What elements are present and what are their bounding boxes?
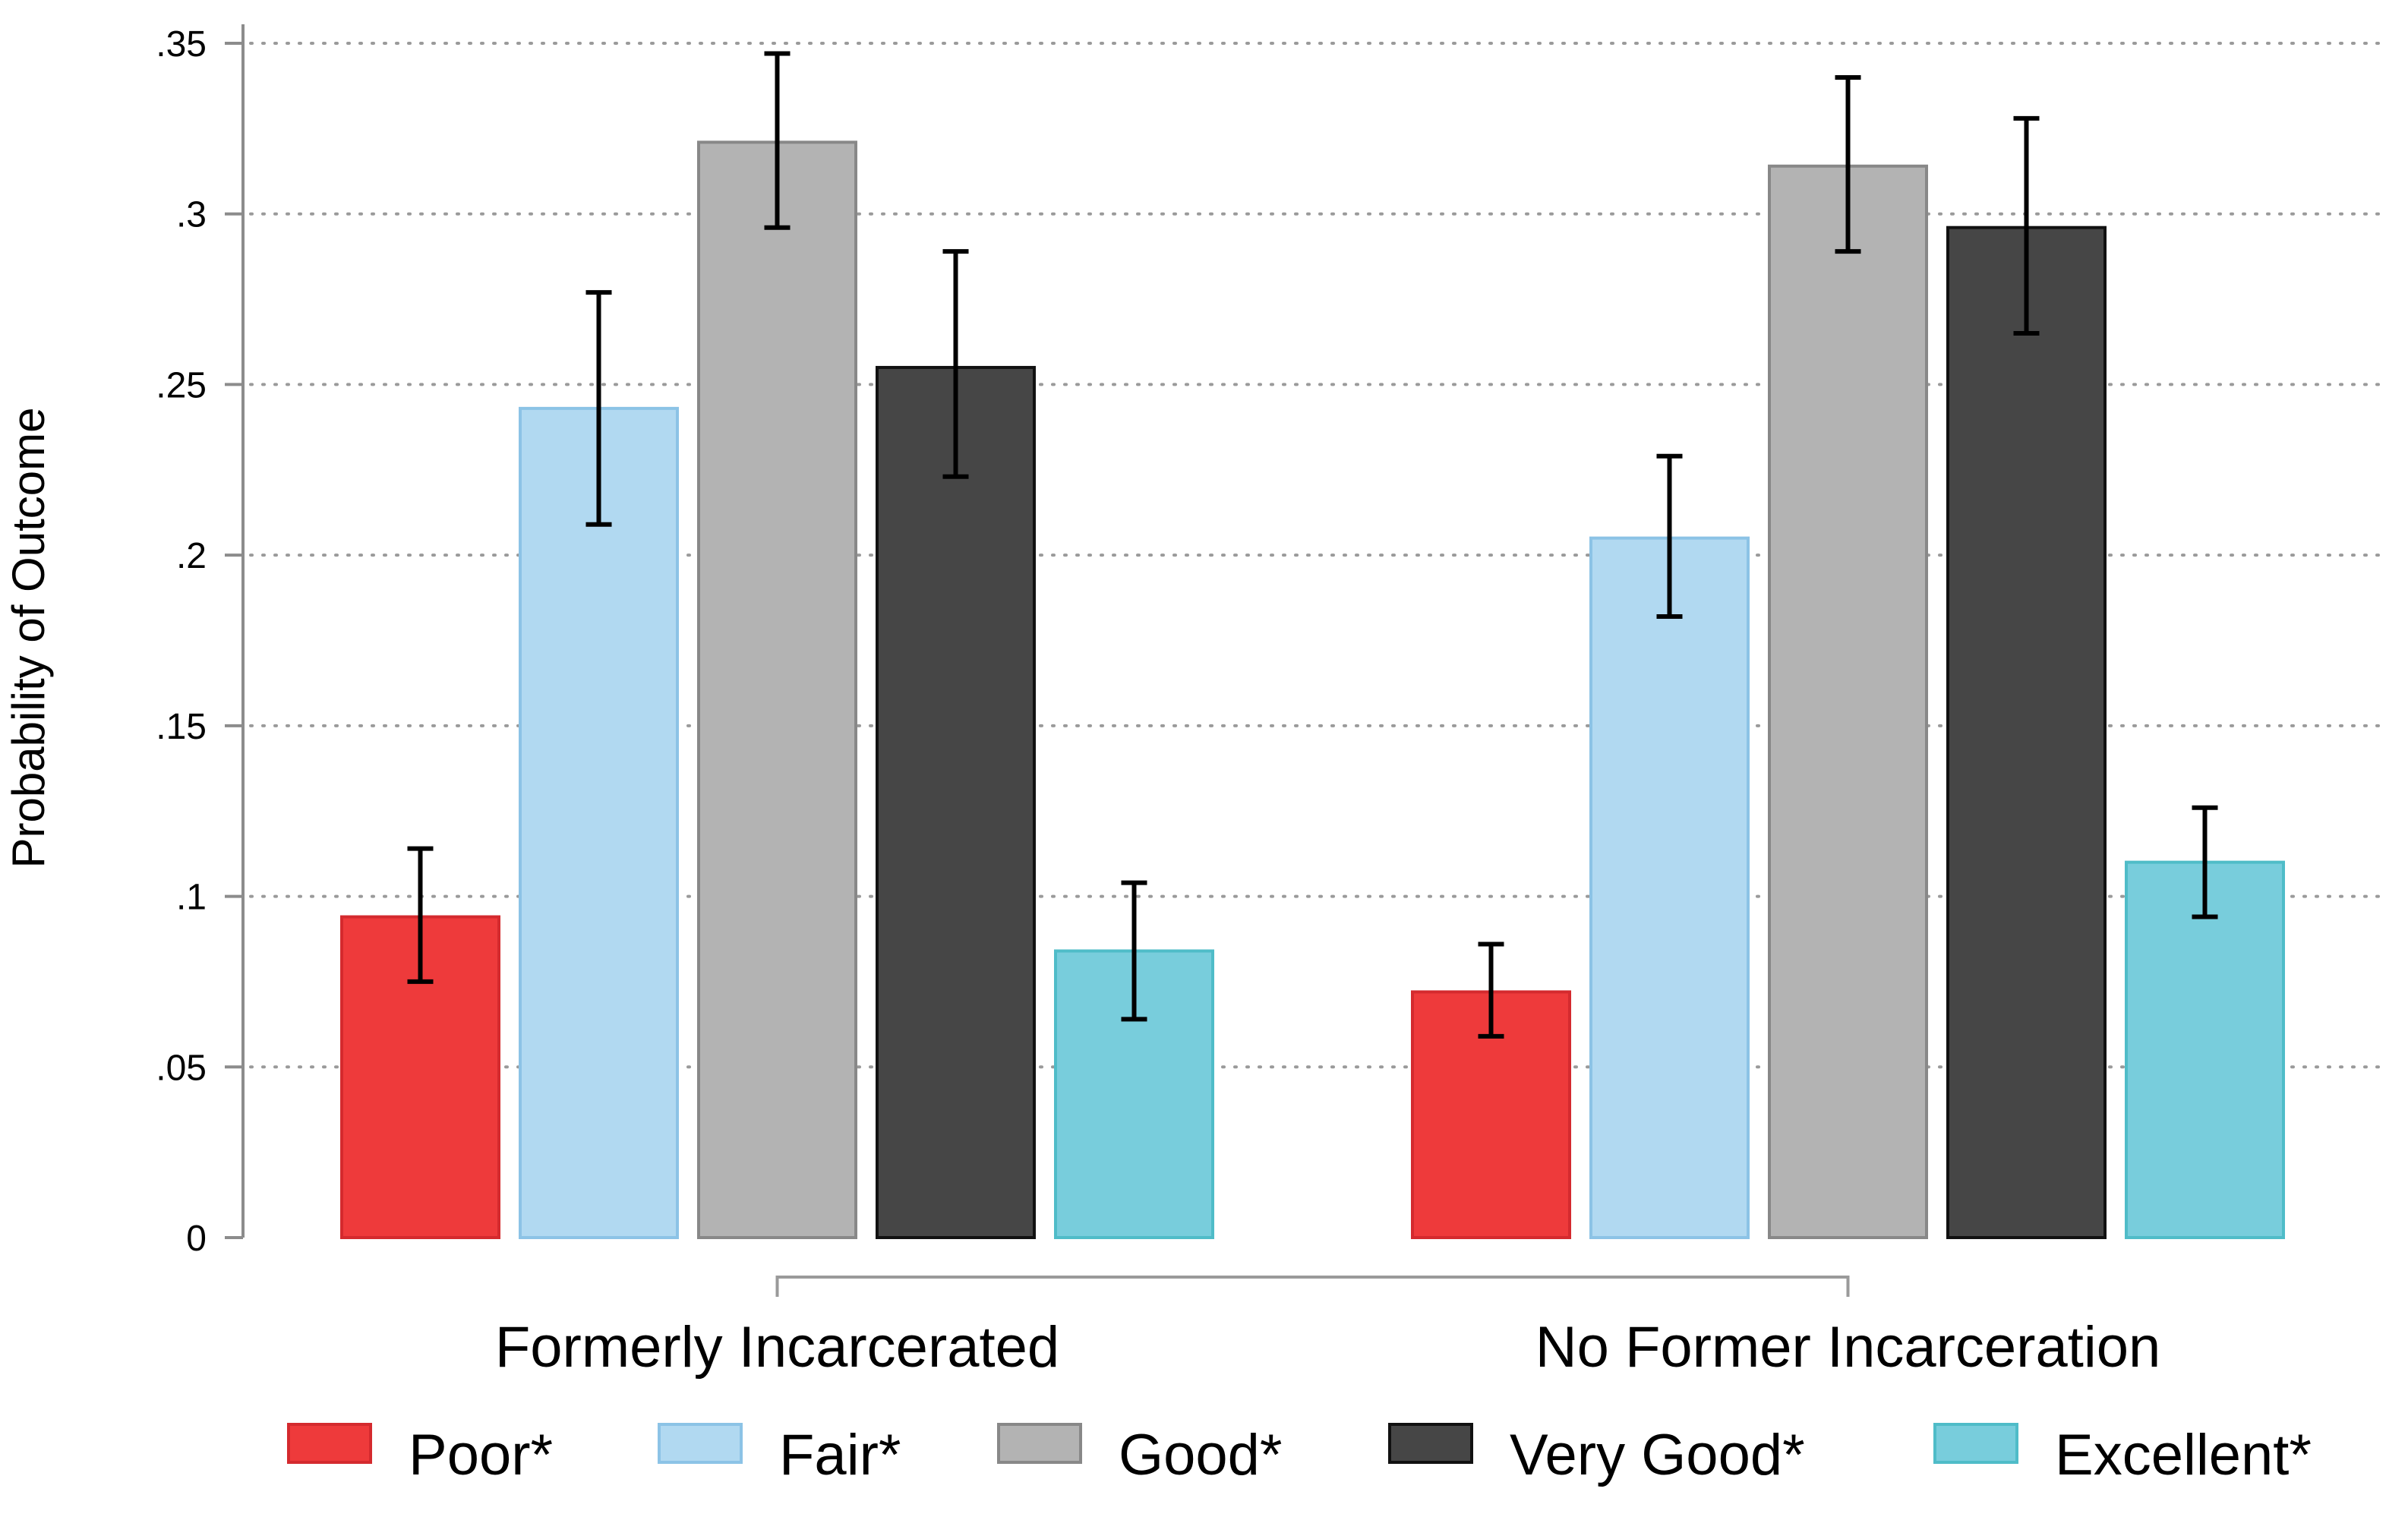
bar-good-2 [1768,164,1928,1239]
y-axis-title: Probability of Outcome [3,408,54,869]
legend-label-excellent: Excellent* [2055,1423,2312,1487]
y-tick-label: .25 [156,365,207,405]
x-tick-label: No Former Incarceration [1535,1315,2161,1380]
y-tick-label: .1 [176,878,207,918]
x-tick-label: Formerly Incarcerated [495,1315,1059,1380]
y-tick-label: .2 [176,536,207,576]
bars [340,140,2285,1240]
legend: Poor* Fair* Good* Very Good* Excellent* [287,1423,2312,1487]
bar-good-1 [697,140,857,1240]
x-axis-line [775,1276,1850,1297]
legend-swatch-fair [658,1423,743,1464]
bar-very-good-2 [1946,226,2107,1240]
legend-swatch-very-good [1388,1423,1473,1464]
y-tick-label: 0 [186,1219,207,1259]
legend-label-very-good: Very Good* [1510,1423,1805,1487]
legend-swatch-good [997,1423,1082,1464]
x-axis: Formerly Incarcerated No Former Incarcera… [495,1276,2161,1380]
legend-swatch-excellent [1933,1423,2018,1464]
error-bars [407,51,2218,1039]
legend-swatch-poor [287,1423,372,1464]
y-tick-label: .05 [156,1048,207,1088]
bar-fair-2 [1589,536,1750,1239]
y-tick-label: .3 [176,195,207,235]
y-tick-label: .35 [156,24,207,65]
bar-very-good-1 [876,365,1036,1239]
legend-label-good: Good* [1119,1423,1283,1487]
legend-label-fair: Fair* [779,1423,901,1487]
bar-fair-1 [519,406,679,1239]
y-tick-label: .15 [156,707,207,747]
legend-label-poor: Poor* [409,1423,553,1487]
y-axis: 0 .05 .1 .15 .2 .25 .3 .35 [156,24,245,1259]
bar-poor-2 [1411,990,1571,1239]
